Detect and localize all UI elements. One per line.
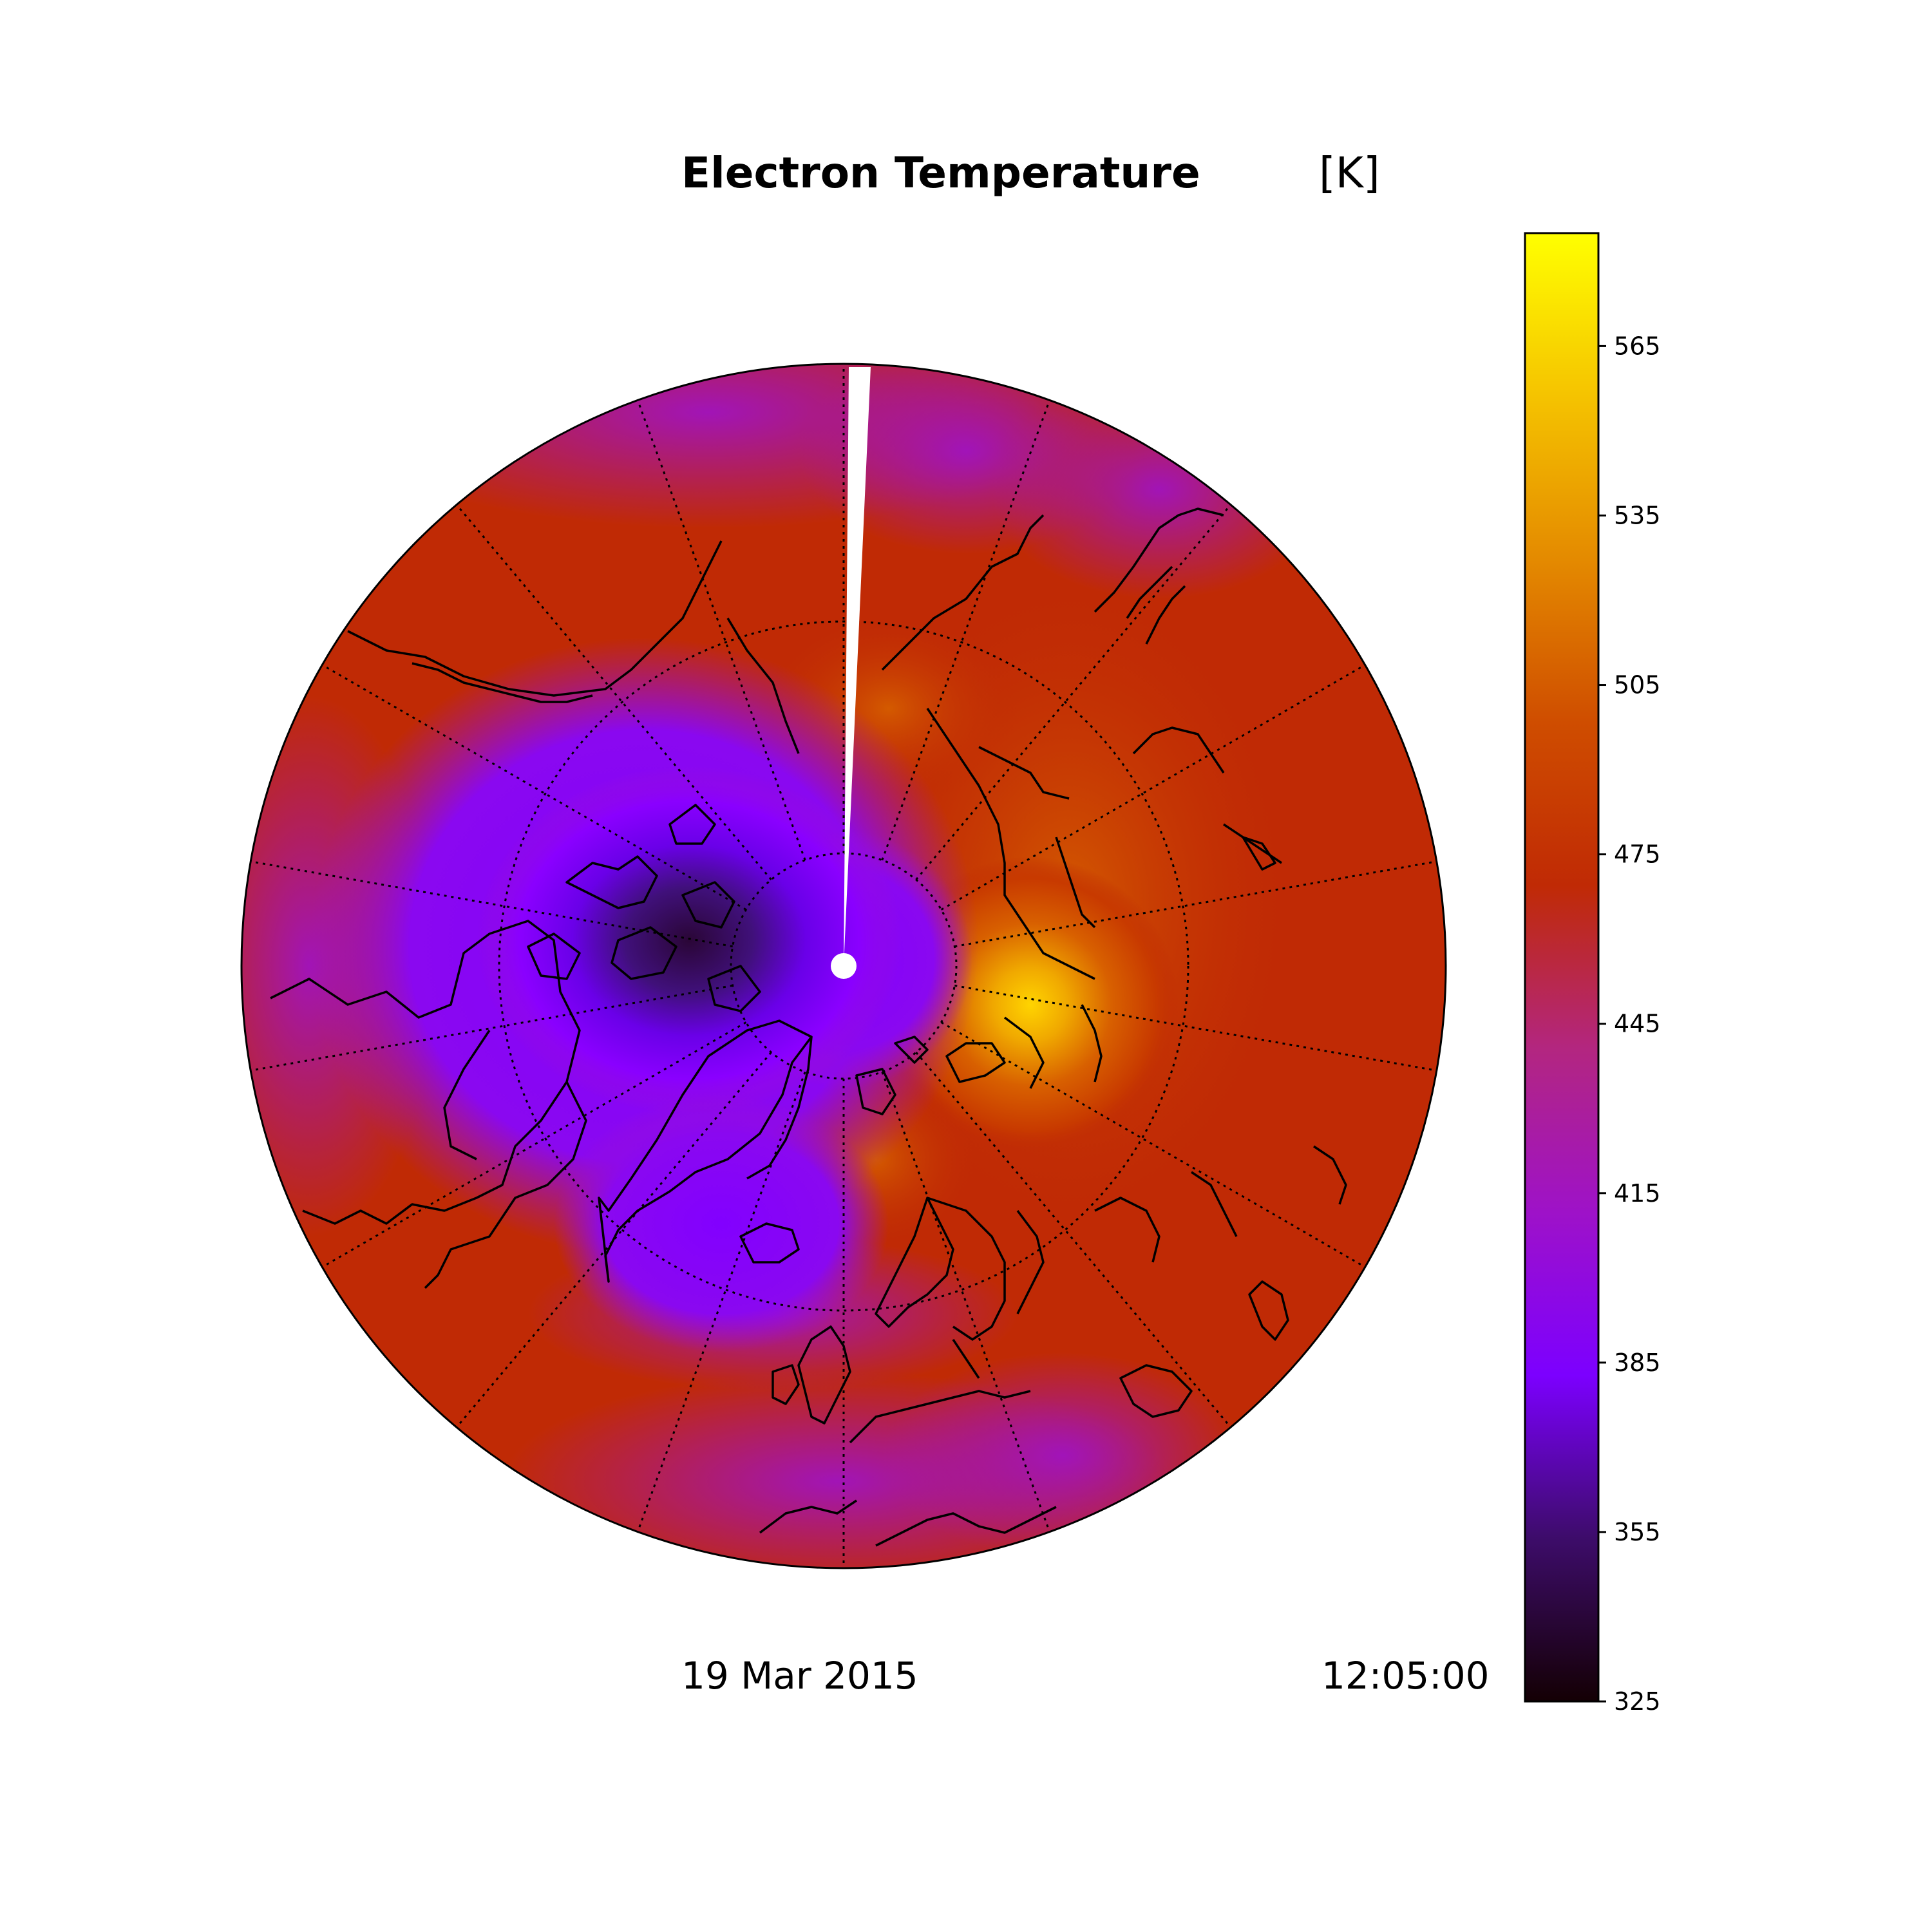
colorbar: 325 355 385 415 445 475 505 535 565 — [1524, 232, 1661, 1716]
field-cold-greenland — [554, 1095, 889, 1352]
coast-kamchatka — [1094, 507, 1224, 613]
graticule — [250, 364, 1437, 1568]
coast-europe — [849, 1390, 1031, 1444]
field-ring-kamchatka — [992, 380, 1327, 599]
colorbar-tick-label: 445 — [1614, 1010, 1661, 1038]
coast-greenland — [598, 1019, 813, 1283]
colorbar-frame — [1524, 232, 1600, 1703]
coast-sakhalin — [1145, 585, 1186, 645]
coast-iceland — [739, 1222, 800, 1264]
coast-finland — [1016, 1209, 1045, 1314]
coast-black-sea — [1119, 1364, 1193, 1418]
colorbar-tick-label: 355 — [1614, 1518, 1661, 1546]
colorbar-tick-label: 505 — [1614, 671, 1661, 699]
coast-siberia-2 — [978, 746, 1070, 800]
coast-mediterranean — [875, 1506, 1057, 1547]
coast-scandinavia — [875, 1197, 954, 1328]
coast-arctic-islands-5 — [707, 965, 761, 1012]
coast-asia-inland — [1094, 1197, 1160, 1263]
coast-taymyr — [1003, 1016, 1045, 1089]
latitude-circle-60 — [498, 620, 1189, 1312]
colorbar-tick-label: 535 — [1614, 501, 1661, 529]
coast-arabia — [1313, 1145, 1347, 1205]
coast-hudson-bay — [443, 1030, 491, 1160]
colorbar-tick-label: 475 — [1614, 840, 1661, 869]
colorbar-tick-label: 415 — [1614, 1179, 1661, 1208]
latitude-circle-80 — [730, 852, 958, 1080]
coast-scandinavia-2 — [927, 1197, 1006, 1341]
coast-britain — [797, 1325, 851, 1425]
colorbar-ticks: 325 355 385 415 445 475 505 535 565 — [1598, 332, 1661, 1716]
coast-arctic-islands-1 — [565, 855, 658, 909]
field-min-arctic — [477, 766, 902, 1114]
coast-china — [1132, 726, 1225, 773]
coast-svalbard — [855, 1068, 896, 1115]
coast-alaska — [347, 540, 723, 697]
map-boundary — [240, 363, 1447, 1569]
coast-novaya-zemlya — [945, 1042, 1006, 1083]
coast-greenland-east — [746, 1036, 813, 1180]
coast-arctic-islands-6 — [668, 804, 716, 845]
coast-north-america — [270, 920, 581, 1225]
colorbar-tick-label: 325 — [1614, 1687, 1661, 1716]
coast-yenisei — [1081, 1004, 1103, 1083]
figure-units: [K] — [1319, 148, 1380, 198]
map-date: 19 Mar 2015 — [681, 1654, 918, 1698]
coast-chukotka — [881, 514, 1045, 671]
map-time: 12:05:00 — [1321, 1654, 1490, 1698]
coast-caspian — [1248, 1280, 1289, 1341]
coast-arctic-islands-2 — [611, 926, 677, 980]
coast-labrador — [424, 1081, 587, 1289]
coast-baikal — [1242, 836, 1276, 871]
missing-data-wedge — [844, 367, 871, 966]
colorbar-bar — [1525, 233, 1598, 1701]
colorbar-tick-label: 565 — [1614, 332, 1661, 360]
coast-arctic-islands-3 — [681, 881, 735, 929]
coast-siberia — [926, 708, 1095, 980]
coast-ireland — [772, 1364, 800, 1405]
colorbar-tick-label: 385 — [1614, 1349, 1661, 1377]
coast-franz-josef — [894, 1036, 929, 1064]
coast-baltic — [952, 1339, 980, 1379]
figure-title-row: Electron Temperature [K] — [0, 148, 1932, 213]
coastlines — [270, 507, 1347, 1547]
coast-asia-2 — [1191, 1171, 1238, 1237]
coast-aleutians — [412, 662, 593, 703]
coast-lena — [1055, 837, 1096, 929]
figure-title: Electron Temperature — [681, 148, 1200, 198]
coast-iberia — [759, 1499, 857, 1534]
coast-alaska-north — [726, 618, 800, 754]
pole-marker — [831, 953, 857, 979]
coast-kamchatka-2 — [1126, 565, 1173, 619]
